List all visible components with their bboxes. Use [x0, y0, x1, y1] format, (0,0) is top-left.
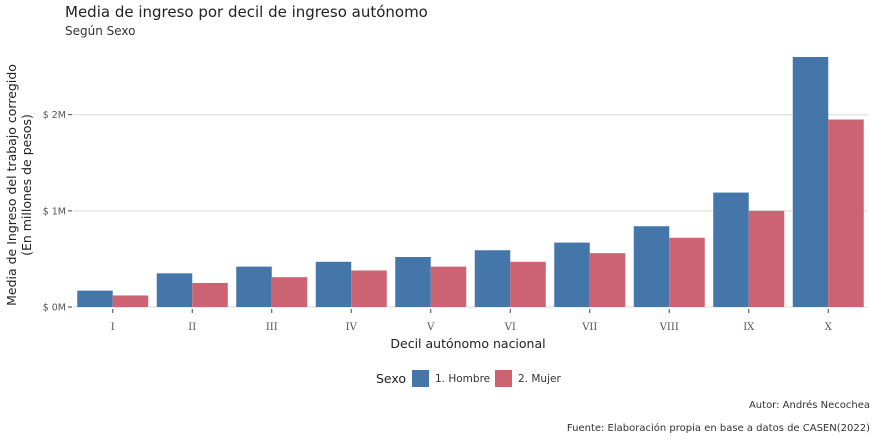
- bar-hombre-IX: [713, 192, 749, 307]
- x-tick-label: VI: [504, 322, 516, 333]
- bar-mujer-X: [828, 119, 864, 307]
- bar-hombre-I: [77, 290, 113, 307]
- bar-hombre-X: [792, 57, 829, 307]
- legend-title: Sexo: [376, 371, 406, 386]
- bar-mujer-V: [430, 266, 467, 307]
- y-tick-label: $ 1M: [43, 206, 66, 217]
- bar-mujer-VII: [589, 253, 626, 307]
- bar-mujer-VI: [510, 261, 546, 307]
- bar-hombre-II: [156, 273, 193, 307]
- bar-mujer-IX: [748, 210, 785, 307]
- x-tick-label: II: [188, 322, 196, 333]
- bars: [77, 57, 864, 307]
- x-tick-label: V: [426, 322, 435, 333]
- bar-mujer-VIII: [669, 237, 705, 307]
- x-tick-label: X: [825, 322, 833, 333]
- caption-source: Fuente: Elaboración propia en base a dat…: [567, 422, 870, 434]
- bar-mujer-IV: [351, 270, 387, 307]
- bar-mujer-II: [192, 282, 228, 307]
- chart-title: Media de ingreso por decil de ingreso au…: [65, 3, 428, 21]
- legend: Sexo 1. Hombre 2. Mujer: [376, 370, 561, 387]
- x-tick-label: IX: [743, 322, 755, 333]
- x-axis-ticks: I II III IV V VI VII VIII IX X: [111, 309, 833, 333]
- bar-mujer-I: [112, 295, 149, 307]
- x-tick-label: VII: [581, 322, 597, 333]
- y-axis-title-line-1: Media de Ingreso del trabajo corregido: [4, 64, 19, 306]
- bar-hombre-V: [395, 257, 431, 307]
- x-tick-label: VIII: [659, 322, 679, 333]
- y-axis-ticks: $ 0M $ 1M $ 2M: [43, 110, 72, 314]
- bar-hombre-III: [236, 266, 272, 307]
- bar-hombre-VII: [554, 242, 590, 307]
- caption-author: Autor: Andrés Necochea: [749, 399, 870, 411]
- x-tick-label: III: [266, 322, 278, 333]
- chart-subtitle: Según Sexo: [65, 24, 136, 38]
- bar-mujer-III: [271, 277, 308, 307]
- y-axis-title: Media de Ingreso del trabajo corregido (…: [4, 64, 34, 306]
- bar-hombre-IV: [315, 261, 352, 307]
- legend-swatch-hombre: [412, 370, 429, 387]
- x-axis-title: Decil autónomo nacional: [390, 336, 545, 351]
- legend-label-hombre: 1. Hombre: [435, 373, 490, 385]
- y-axis-title-line-2: (En millones de pesos): [19, 114, 34, 256]
- bar-hombre-VIII: [633, 226, 670, 307]
- x-tick-label: IV: [346, 322, 358, 333]
- legend-label-mujer: 2. Mujer: [518, 373, 561, 385]
- y-tick-label: $ 2M: [43, 110, 66, 121]
- legend-swatch-mujer: [495, 370, 512, 387]
- x-tick-label: I: [111, 322, 115, 333]
- y-tick-label: $ 0M: [43, 303, 66, 314]
- bar-hombre-VI: [474, 250, 511, 307]
